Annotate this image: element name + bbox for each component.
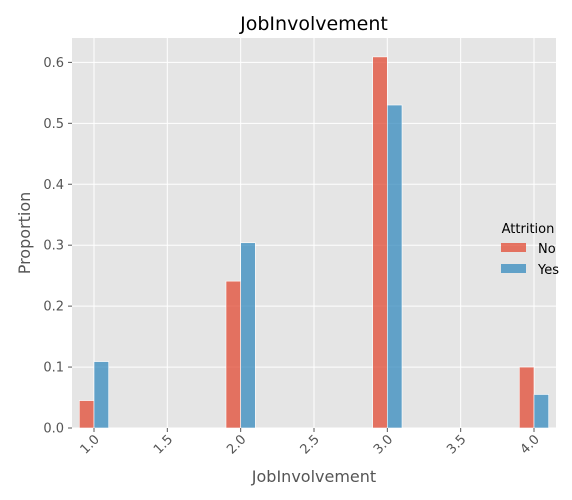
bar-no-2 <box>225 280 241 429</box>
x-tick-label: 2.5 <box>298 432 323 457</box>
x-tick-label: 3.0 <box>371 432 396 457</box>
grid <box>72 38 556 429</box>
y-tick-label: 0.5 <box>43 117 64 132</box>
x-tick-label: 3.5 <box>444 432 469 457</box>
legend-swatch-no <box>501 243 526 252</box>
x-tick-label: 1.0 <box>78 432 103 457</box>
y-tick-label: 0.6 <box>43 56 64 71</box>
bar-yes-1 <box>93 361 109 429</box>
y-tick-label: 0.0 <box>43 422 64 437</box>
bar-no-4 <box>519 366 535 429</box>
y-tick-label: 0.3 <box>43 239 64 254</box>
y-tick-label: 0.1 <box>43 361 64 376</box>
x-ticks: 1.0 1.5 2.0 2.5 3.0 3.5 4.0 <box>78 428 543 457</box>
x-tick-label: 2.0 <box>224 432 249 457</box>
bar-yes-3 <box>387 104 403 429</box>
y-tick-label: 0.2 <box>43 300 64 315</box>
legend-label-yes: Yes <box>537 263 559 278</box>
y-ticks: 0.0 0.1 0.2 0.3 0.4 0.5 0.6 <box>43 56 72 437</box>
y-tick-label: 0.4 <box>43 178 64 193</box>
legend: Attrition No Yes <box>501 222 559 278</box>
bar-yes-4 <box>533 394 549 429</box>
bar-no-3 <box>372 56 388 429</box>
bar-no-1 <box>79 400 95 429</box>
chart-title: JobInvolvement <box>239 13 388 35</box>
y-axis-label: Proportion <box>15 192 34 275</box>
bar-yes-2 <box>240 242 256 429</box>
legend-label-no: No <box>538 242 556 257</box>
x-tick-label: 1.5 <box>151 432 176 457</box>
legend-title: Attrition <box>502 222 555 237</box>
x-tick-label: 4.0 <box>518 432 543 457</box>
x-axis-label: JobInvolvement <box>251 467 376 486</box>
legend-swatch-yes <box>501 264 526 273</box>
bars <box>79 56 549 429</box>
